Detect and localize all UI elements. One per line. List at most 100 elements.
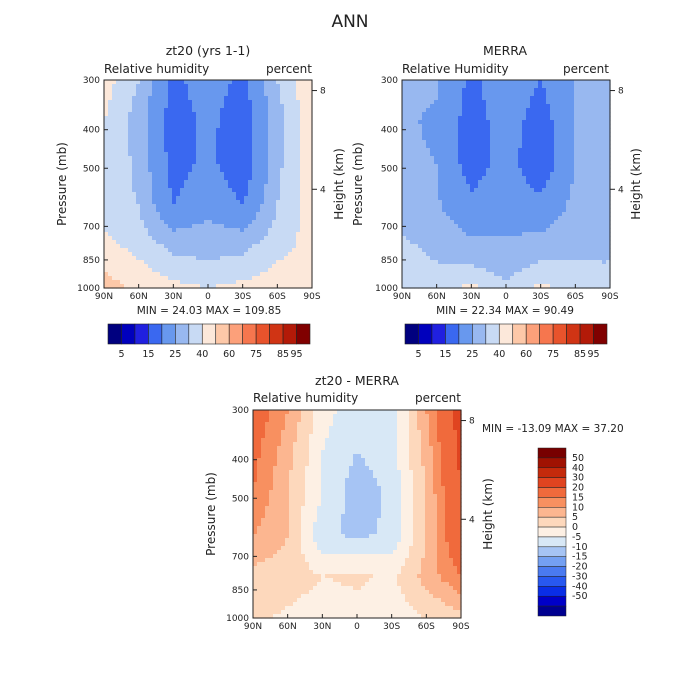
contour-cell: [578, 192, 583, 197]
contour-cell: [474, 224, 479, 229]
contour-cell: [430, 176, 435, 181]
contour-cell: [124, 256, 129, 261]
contour-cell: [418, 176, 423, 181]
contour-cell: [276, 212, 281, 217]
contour-cell: [140, 268, 145, 273]
contour-cell: [574, 100, 579, 105]
contour-cell: [466, 80, 471, 85]
contour-cell: [422, 172, 427, 177]
contour-cell: [172, 92, 177, 97]
contour-cell: [418, 140, 423, 145]
contour-cell: [506, 184, 511, 189]
contour-cell: [566, 116, 571, 121]
contour-cell: [216, 268, 221, 273]
contour-cell: [224, 136, 229, 141]
contour-cell: [498, 164, 503, 169]
contour-cell: [144, 132, 149, 137]
contour-cell: [466, 120, 471, 125]
contour-cell: [220, 216, 225, 221]
contour-cell: [140, 156, 145, 161]
contour-cell: [292, 220, 297, 225]
contour-cell: [510, 128, 515, 133]
contour-cell: [296, 124, 301, 129]
contour-cell: [152, 200, 157, 205]
contour-cell: [228, 144, 233, 149]
contour-cell: [124, 200, 129, 205]
contour-cell: [296, 216, 301, 221]
contour-cell: [172, 244, 177, 249]
contour-cell: [450, 168, 455, 173]
contour-cell: [570, 124, 575, 129]
contour-cell: [256, 272, 261, 277]
contour-cell: [406, 84, 411, 89]
contour-cell: [578, 112, 583, 117]
contour-cell: [280, 240, 285, 245]
contour-cell: [208, 196, 213, 201]
contour-cell: [462, 128, 467, 133]
contour-cell: [606, 180, 611, 185]
contour-cell: [590, 108, 595, 113]
contour-cell: [124, 232, 129, 237]
contour-cell: [542, 168, 547, 173]
contour-cell: [184, 88, 189, 93]
contour-cell: [140, 168, 145, 173]
contour-cell: [220, 184, 225, 189]
contour-cell: [570, 200, 575, 205]
contour-cell: [180, 260, 185, 265]
contour-cell: [590, 232, 595, 237]
contour-cell: [248, 156, 253, 161]
contour-cell: [236, 280, 241, 285]
contour-cell: [240, 252, 245, 257]
contour-cell: [426, 192, 431, 197]
contour-cell: [152, 156, 157, 161]
contour-cell: [296, 248, 301, 253]
contour-cell: [430, 80, 435, 85]
contour-cell: [288, 112, 293, 117]
contour-cell: [458, 224, 463, 229]
contour-cell: [156, 100, 161, 105]
contour-cell: [208, 80, 213, 85]
contour-cell: [132, 92, 137, 97]
contour-cell: [104, 156, 109, 161]
contour-cell: [112, 188, 117, 193]
contour-cell: [172, 108, 177, 113]
contour-cell: [180, 240, 185, 245]
contour-cell: [248, 252, 253, 257]
contour-cell: [224, 120, 229, 125]
contour-cell: [216, 132, 221, 137]
contour-cell: [518, 172, 523, 177]
contour-cell: [204, 92, 209, 97]
contour-cell: [288, 156, 293, 161]
contour-cell: [256, 168, 261, 173]
contour-cell: [240, 148, 245, 153]
contour-cell: [152, 152, 157, 157]
contour-cell: [308, 252, 313, 257]
contour-cell: [184, 124, 189, 129]
contour-cell: [248, 88, 253, 93]
contour-cell: [582, 140, 587, 145]
contour-cell: [276, 144, 281, 149]
contour-cell: [184, 240, 189, 245]
contour-cell: [120, 80, 125, 85]
contour-cell: [264, 88, 269, 93]
contour-cell: [232, 168, 237, 173]
contour-cell: [244, 200, 249, 205]
contour-cell: [136, 208, 141, 213]
contour-cell: [276, 240, 281, 245]
contour-cell: [466, 200, 471, 205]
contour-cell: [200, 120, 205, 125]
contour-cell: [606, 156, 611, 161]
contour-cell: [128, 284, 133, 289]
contour-cell: [264, 100, 269, 105]
contour-cell: [530, 80, 535, 85]
contour-cell: [108, 172, 113, 177]
contour-cell: [116, 284, 121, 289]
contour-cell: [132, 192, 137, 197]
contour-cell: [558, 184, 563, 189]
contour-cell: [558, 120, 563, 125]
contour-cell: [152, 128, 157, 133]
contour-cell: [518, 200, 523, 205]
contour-cell: [144, 176, 149, 181]
contour-cell: [506, 132, 511, 137]
contour-cell: [502, 132, 507, 137]
